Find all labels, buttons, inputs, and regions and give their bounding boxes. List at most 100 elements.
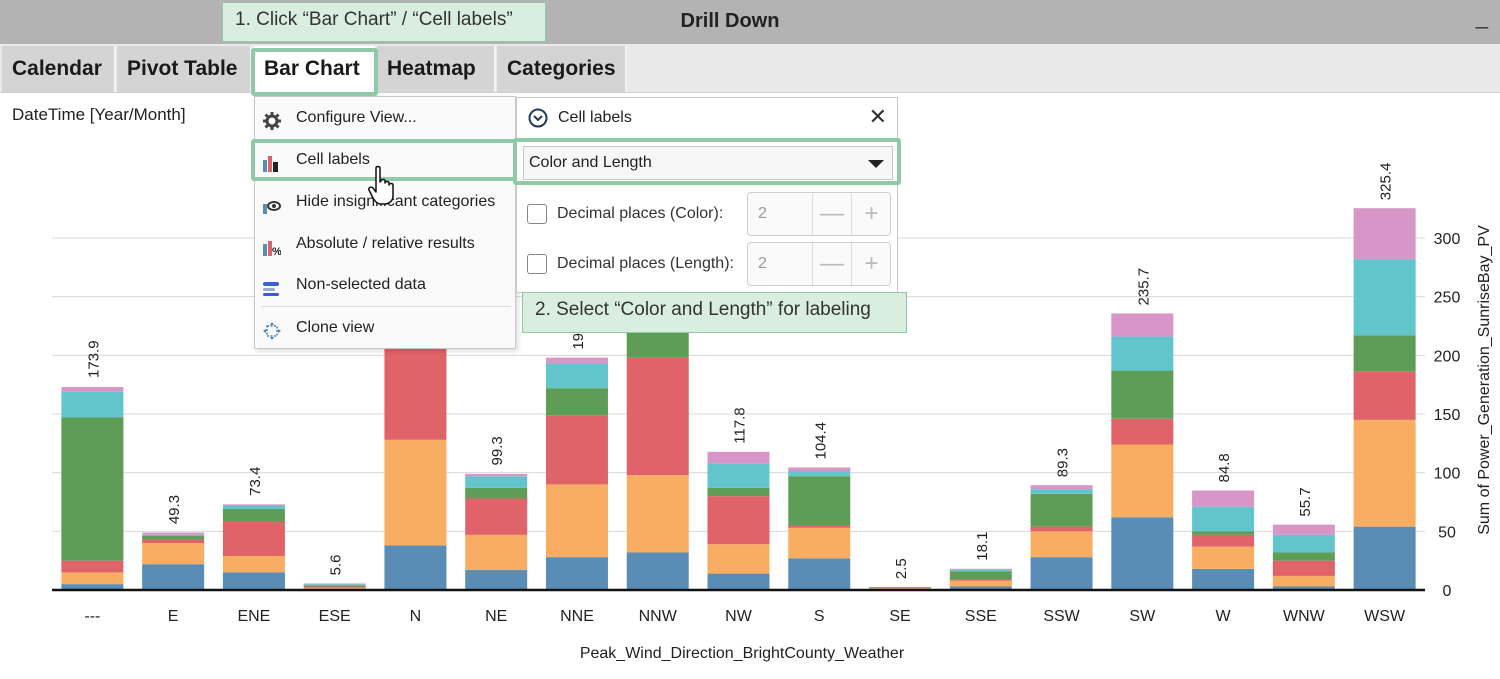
bar-segment bbox=[1111, 313, 1174, 337]
bar-segment bbox=[1272, 575, 1335, 587]
y-tick-label: 200 bbox=[1434, 348, 1461, 365]
bar-segment bbox=[142, 539, 205, 544]
bar-segment bbox=[465, 534, 528, 571]
increment-button[interactable]: + bbox=[851, 243, 891, 285]
decimal-length-stepper[interactable]: 2 — + bbox=[747, 242, 891, 286]
decimal-length-checkbox[interactable] bbox=[527, 254, 547, 274]
bar-segment bbox=[303, 585, 366, 587]
label-mode-select[interactable]: Color and Length bbox=[523, 146, 893, 180]
x-tick-label: E bbox=[168, 608, 179, 625]
bar-segment bbox=[222, 509, 285, 522]
bar-segment bbox=[1192, 546, 1255, 569]
bar-segment bbox=[949, 579, 1012, 581]
cell-labels-panel: Cell labels ✕ Color and Length Decimal p… bbox=[516, 97, 898, 293]
bar-segment bbox=[1272, 586, 1335, 590]
menu-item-absolute-relative[interactable]: % Absolute / relative results bbox=[255, 227, 515, 261]
panel-header: Cell labels ✕ bbox=[517, 98, 897, 139]
x-tick-label: S bbox=[814, 608, 825, 625]
hide-categories-icon bbox=[263, 193, 281, 214]
bar-segment bbox=[545, 557, 608, 590]
minimize-button[interactable]: _ bbox=[1475, 4, 1488, 29]
bar-total-label: 235.7 bbox=[1135, 268, 1152, 306]
bar-segment bbox=[222, 504, 285, 506]
bar-total-label: 84.8 bbox=[1216, 453, 1233, 482]
bar-segment bbox=[142, 536, 205, 540]
bar-segment bbox=[869, 588, 932, 589]
panel-title: Cell labels bbox=[558, 109, 632, 126]
bar-segment bbox=[707, 544, 770, 574]
bar-segment bbox=[1272, 524, 1335, 535]
bar-segment bbox=[222, 521, 285, 556]
bar-segment bbox=[545, 484, 608, 558]
x-tick-label: SSE bbox=[965, 608, 997, 625]
bar-total-label: 2.5 bbox=[893, 558, 910, 579]
bar-segment bbox=[545, 363, 608, 389]
tab-calendar[interactable]: Calendar bbox=[2, 46, 116, 92]
menu-item-label: Clone view bbox=[296, 319, 375, 336]
bar-segment bbox=[1111, 444, 1174, 518]
menu-item-cell-labels[interactable]: Cell labels bbox=[255, 143, 515, 177]
close-icon[interactable]: ✕ bbox=[868, 104, 887, 129]
chevron-down-circle-icon[interactable] bbox=[528, 108, 548, 133]
hand-cursor-icon bbox=[368, 165, 394, 205]
bar-segment bbox=[384, 439, 447, 546]
decrement-button[interactable]: — bbox=[812, 193, 851, 235]
decimal-color-checkbox[interactable] bbox=[527, 204, 547, 224]
decimal-color-label: Decimal places (Color): bbox=[557, 205, 724, 222]
cell-labels-icon bbox=[263, 151, 281, 172]
menu-item-label: Hide insignificant categories bbox=[296, 193, 496, 210]
bar-segment bbox=[465, 473, 528, 477]
bar-segment bbox=[869, 587, 932, 588]
tab-pivot-table[interactable]: Pivot Table bbox=[117, 46, 252, 92]
bar-segment bbox=[1272, 552, 1335, 561]
menu-item-clone-view[interactable]: Clone view bbox=[255, 311, 515, 345]
y-tick-label: 150 bbox=[1434, 407, 1461, 424]
bar-segment bbox=[1353, 526, 1416, 590]
menu-item-hide-insignificant-categories[interactable]: Hide insignificant categories bbox=[255, 185, 515, 219]
bar-segment bbox=[1192, 568, 1255, 590]
bar-segment bbox=[1272, 534, 1335, 553]
step2-callout: 2. Select “Color and Length” for labelin… bbox=[522, 292, 907, 333]
bar-segment bbox=[788, 471, 851, 477]
bar-segment bbox=[1030, 531, 1093, 558]
bar-segment bbox=[869, 587, 932, 589]
bar-segment bbox=[707, 463, 770, 488]
menu-item-non-selected-data[interactable]: Non-selected data bbox=[255, 268, 515, 302]
x-tick-label: --- bbox=[84, 608, 100, 625]
x-tick-label: NNE bbox=[560, 608, 594, 625]
bar-segment bbox=[1111, 517, 1174, 590]
bar-segment bbox=[142, 534, 205, 537]
bar-segment bbox=[788, 467, 851, 472]
increment-button[interactable]: + bbox=[851, 193, 891, 235]
menu-item-label: Configure View... bbox=[296, 109, 417, 126]
bar-segment bbox=[545, 388, 608, 416]
bar-segment bbox=[61, 387, 124, 392]
bar-segment bbox=[1353, 335, 1416, 372]
tab-categories[interactable]: Categories bbox=[497, 46, 627, 92]
bar-total-label: 18.1 bbox=[974, 532, 991, 561]
decimal-color-stepper[interactable]: 2 — + bbox=[747, 192, 891, 236]
decrement-button[interactable]: — bbox=[812, 243, 851, 285]
x-tick-label: SSW bbox=[1043, 608, 1080, 625]
bar-total-label: 325.4 bbox=[1378, 163, 1395, 201]
bar-segment bbox=[222, 505, 285, 510]
x-tick-label: ENE bbox=[237, 608, 270, 625]
bar-segment bbox=[384, 343, 447, 440]
bar-segment bbox=[142, 532, 205, 535]
bar-segment bbox=[1030, 489, 1093, 494]
menu-item-label: Cell labels bbox=[296, 151, 370, 168]
bar-segment bbox=[61, 417, 124, 561]
x-tick-label: W bbox=[1216, 608, 1232, 625]
y-tick-label: 0 bbox=[1443, 583, 1452, 600]
percent-icon: % bbox=[263, 235, 282, 258]
bar-total-label: 99.3 bbox=[489, 436, 506, 465]
bar-segment bbox=[303, 583, 366, 585]
menu-item-configure-view[interactable]: Configure View... bbox=[255, 101, 515, 135]
tab-heatmap[interactable]: Heatmap bbox=[377, 46, 496, 92]
bar-segment bbox=[142, 543, 205, 565]
bar-segment bbox=[949, 570, 1012, 572]
bar-segment bbox=[61, 560, 124, 573]
bar-segment bbox=[788, 525, 851, 528]
x-tick-label: SW bbox=[1129, 608, 1156, 625]
bar-segment bbox=[788, 476, 851, 526]
